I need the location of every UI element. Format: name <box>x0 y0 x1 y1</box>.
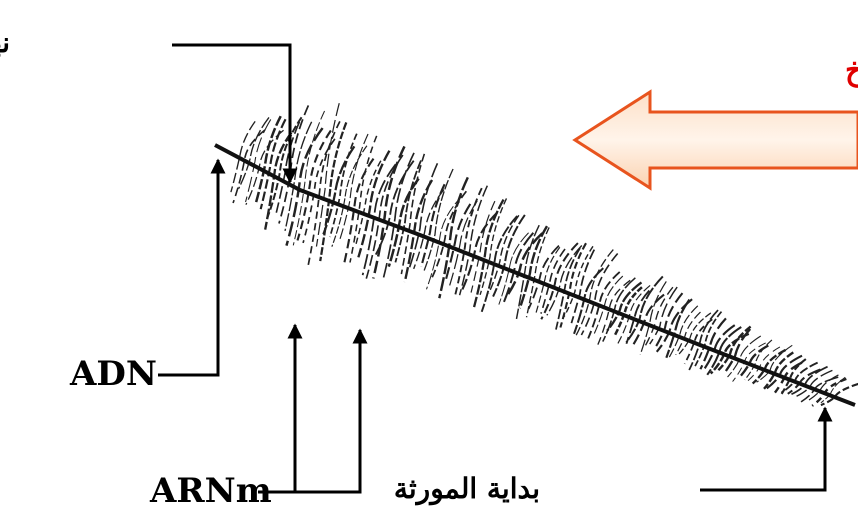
direction-arrow <box>575 92 858 188</box>
gene-start-pointer <box>700 408 825 490</box>
dna-pointer <box>158 160 218 375</box>
gene-end-pointer <box>172 45 290 182</box>
rna-strand <box>239 117 269 188</box>
gene-start-label: بداية المورثة <box>394 472 540 506</box>
rna-strand <box>480 198 506 294</box>
mrna-pointer <box>258 325 295 492</box>
direction-label: إتجاه الإستنساخ <box>845 53 858 89</box>
diagram: إتجاه الإستنساخ نهاية المورثة ADN ARNm ب… <box>0 0 858 512</box>
rna-strand <box>607 282 641 330</box>
rna-strand <box>460 186 488 295</box>
rna-strand <box>316 103 339 246</box>
mrna-pointer <box>295 330 360 492</box>
mrna-label: ARNm <box>149 471 272 511</box>
rna-strand <box>640 281 666 354</box>
rna-strand <box>541 243 578 319</box>
gene-end-label: نهاية المورثة <box>0 26 10 60</box>
rna-strand <box>358 151 389 258</box>
dna-label: ADN <box>69 354 157 394</box>
rna-strand <box>332 146 367 247</box>
